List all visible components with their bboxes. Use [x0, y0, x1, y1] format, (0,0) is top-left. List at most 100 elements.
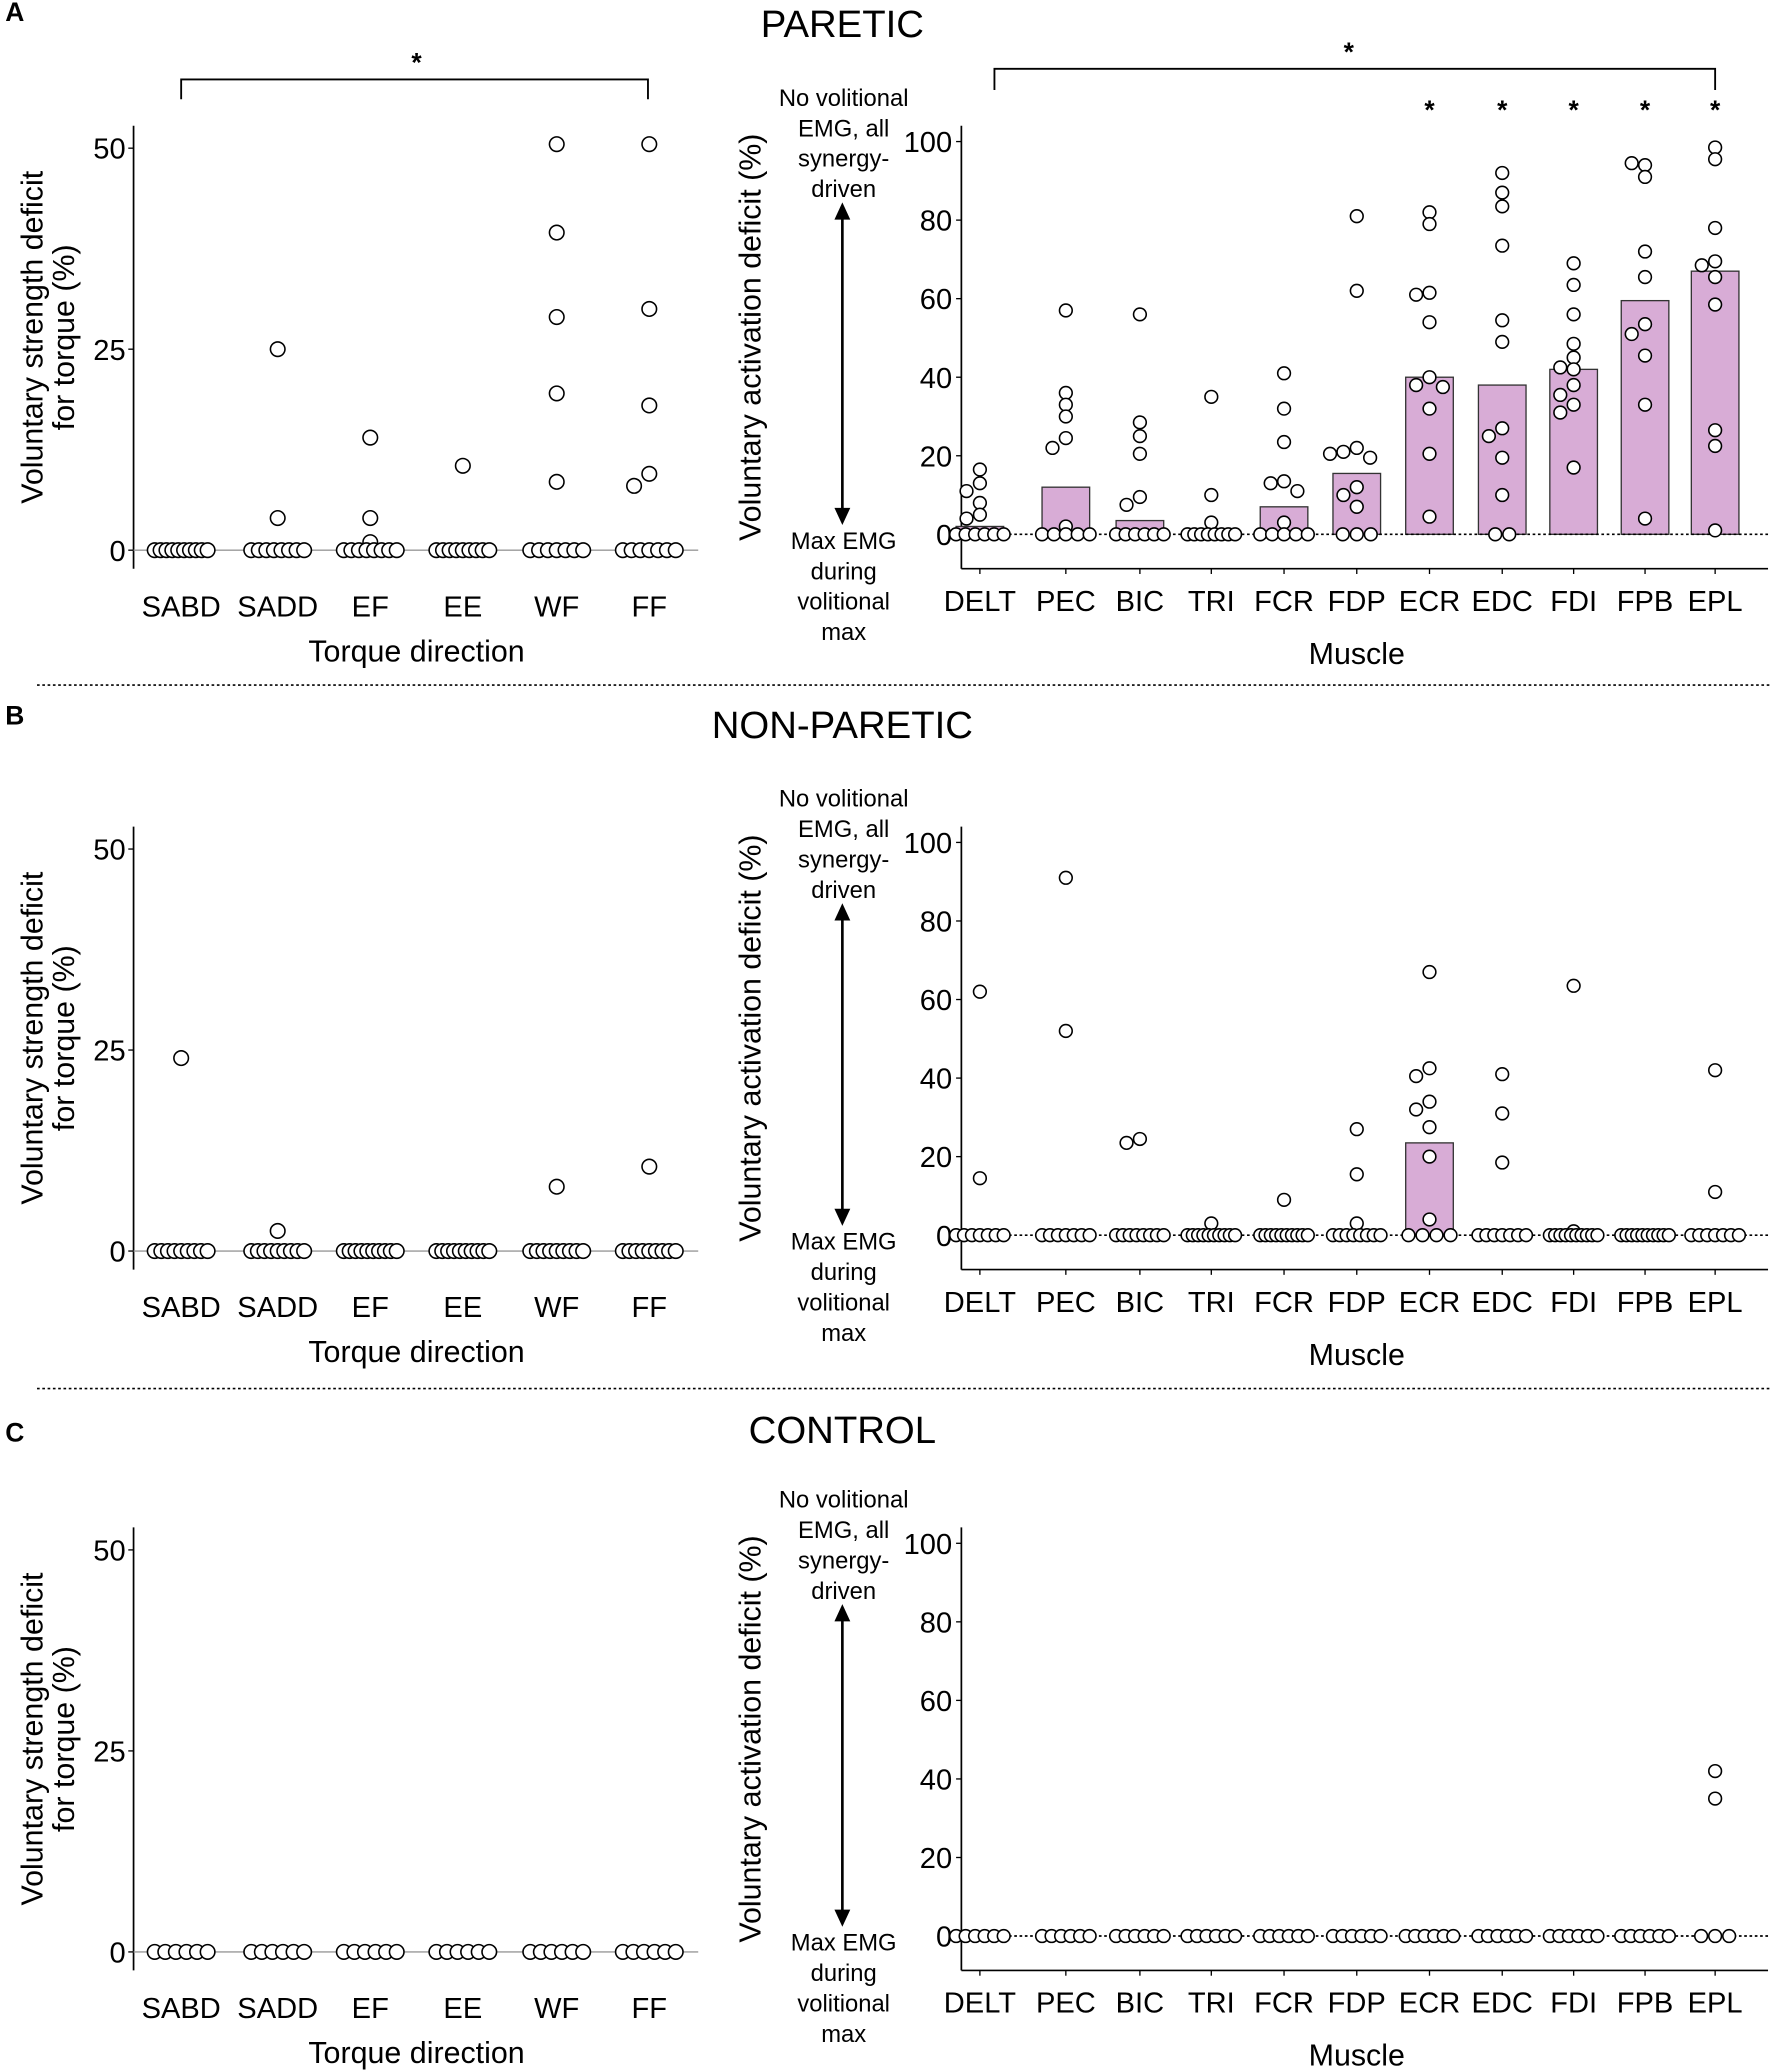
annotation-top: No volitional	[779, 1487, 909, 1514]
data-point	[1082, 527, 1097, 542]
data-point	[1707, 438, 1723, 454]
x-tick-label: FPB	[1617, 1988, 1674, 2020]
data-point	[1637, 269, 1653, 285]
data-point	[1566, 362, 1581, 377]
data-point	[548, 1178, 565, 1195]
y-axis-label: Voluntary strength deficit	[15, 871, 49, 1205]
data-point	[1637, 317, 1653, 332]
arrow-head-up	[834, 1604, 851, 1622]
data-point	[641, 300, 658, 318]
data-point	[1058, 397, 1073, 412]
data-point	[1276, 1192, 1292, 1207]
x-tick-label: EDC	[1472, 1287, 1533, 1319]
data-point	[548, 473, 565, 490]
y-tick-label: 20	[920, 1142, 952, 1174]
data-point	[1495, 199, 1510, 214]
y-tick-label: 0	[936, 1922, 952, 1954]
panel-title: NON-PARETIC	[712, 704, 973, 747]
y-tick-label: 100	[904, 828, 953, 860]
data-point	[1707, 140, 1723, 155]
x-tick-label: WF	[534, 1993, 579, 2025]
x-tick-label: FF	[632, 1292, 668, 1324]
y-tick-label: 60	[920, 284, 952, 316]
data-point	[1422, 401, 1437, 416]
data-point	[1058, 527, 1073, 542]
data-point	[1637, 157, 1653, 173]
data-point	[296, 542, 313, 559]
arrow-head-up	[834, 202, 851, 220]
x-tick-label: ECR	[1399, 586, 1460, 618]
data-point	[1415, 1228, 1430, 1243]
data-point	[1731, 1228, 1747, 1243]
significance-star: *	[1640, 95, 1651, 125]
data-point	[1156, 1228, 1171, 1243]
data-point	[959, 483, 974, 499]
data-point	[1422, 1149, 1437, 1164]
x-tick-label: FPB	[1617, 1287, 1674, 1319]
data-point	[626, 477, 643, 494]
x-tick-label: EE	[443, 1993, 482, 2025]
data-point	[1349, 1216, 1364, 1231]
x-tick-label: FDI	[1550, 1287, 1597, 1319]
data-point	[1624, 156, 1639, 171]
data-point	[1707, 152, 1723, 167]
data-point	[641, 1158, 658, 1175]
x-tick-label: EPL	[1688, 1287, 1743, 1319]
panel-letter: A	[5, 0, 24, 27]
annotation-bottom: during	[811, 558, 877, 585]
data-point	[1335, 527, 1350, 542]
y-tick-label: 40	[920, 1765, 952, 1797]
data-point	[199, 1943, 216, 1960]
panel-title: PARETIC	[761, 3, 924, 46]
data-point	[575, 1943, 592, 1960]
x-axis-label: Muscle	[1309, 2039, 1405, 2071]
x-tick-label: WF	[534, 1292, 579, 1324]
y-tick-label: 25	[93, 335, 125, 367]
annotation-bottom: Max EMG	[791, 528, 897, 555]
data-point	[1429, 1228, 1444, 1243]
x-tick-label: PEC	[1036, 1988, 1096, 2020]
data-point	[1058, 385, 1073, 401]
data-point	[548, 385, 565, 402]
data-point	[1707, 1184, 1723, 1200]
data-point	[1300, 527, 1315, 542]
data-point	[1034, 527, 1050, 542]
x-tick-label: BIC	[1116, 1287, 1164, 1319]
annotation-bottom: Max EMG	[791, 1229, 897, 1256]
y-tick-label: 0	[109, 1237, 125, 1269]
significance-star: *	[1710, 95, 1721, 125]
data-point	[296, 1943, 313, 1960]
data-point	[1722, 1928, 1737, 1944]
significance-star: *	[1497, 95, 1508, 125]
data-point	[1495, 165, 1510, 181]
data-point	[1276, 527, 1292, 542]
data-point	[1046, 527, 1062, 542]
data-point	[1119, 497, 1134, 512]
annotation-top: synergy-	[798, 146, 889, 173]
data-point	[1264, 527, 1280, 542]
significance-star: *	[1424, 95, 1435, 125]
annotation-bottom: max	[821, 619, 866, 646]
data-point	[1624, 326, 1639, 342]
annotation-top: EMG, all	[798, 1517, 889, 1544]
data-point	[1349, 209, 1364, 224]
data-point	[1422, 1120, 1437, 1135]
data-point	[1590, 1928, 1605, 1944]
x-tick-label: DELT	[944, 586, 1016, 618]
data-point	[1422, 446, 1437, 461]
annotation-bottom: max	[821, 2021, 866, 2048]
y-tick-label: 50	[93, 1535, 125, 1567]
annotation-top: No volitional	[779, 85, 909, 112]
data-point	[454, 457, 471, 474]
data-point	[1132, 489, 1148, 505]
data-point	[1363, 527, 1378, 542]
y-tick-label: 60	[920, 1686, 952, 1718]
y-tick-label: 100	[904, 1529, 953, 1561]
x-tick-label: SADD	[237, 1292, 318, 1324]
data-point	[362, 429, 379, 446]
data-point	[1422, 205, 1437, 220]
data-point	[388, 1242, 405, 1260]
data-point	[1566, 350, 1581, 365]
data-point	[1349, 1167, 1364, 1182]
data-point	[388, 542, 405, 559]
